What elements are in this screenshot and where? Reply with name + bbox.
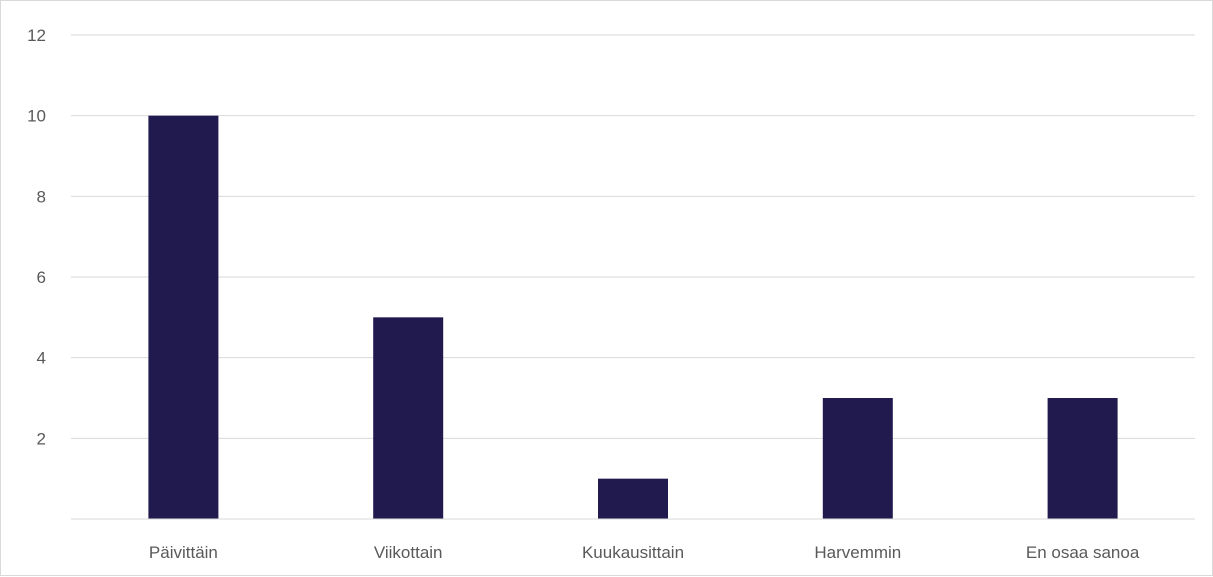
y-tick-label: 12 [27, 26, 46, 45]
bar-3 [822, 398, 893, 519]
bar-4 [1047, 398, 1118, 519]
x-tick-label: Viikottain [374, 543, 443, 562]
bars [148, 115, 1118, 520]
x-tick-label: Päivittäin [149, 543, 218, 562]
bar-1 [373, 317, 444, 519]
x-tick-label: Harvemmin [814, 543, 901, 562]
bar-0 [148, 115, 219, 520]
y-tick-label: 6 [37, 268, 46, 287]
y-axis-ticks: 2 4 6 8 10 12 [27, 26, 46, 448]
x-axis-ticks: Päivittäin Viikottain Kuukausittain Harvemm… [149, 543, 1140, 562]
y-tick-label: 10 [27, 107, 46, 126]
x-tick-label: Kuukausittain [582, 543, 684, 562]
y-tick-label: 8 [37, 187, 46, 206]
bar-2 [598, 478, 668, 519]
y-tick-label: 2 [37, 429, 46, 448]
y-tick-label: 4 [37, 349, 46, 368]
gridlines [71, 34, 1195, 439]
x-tick-label: En osaa sanoa [1026, 543, 1140, 562]
